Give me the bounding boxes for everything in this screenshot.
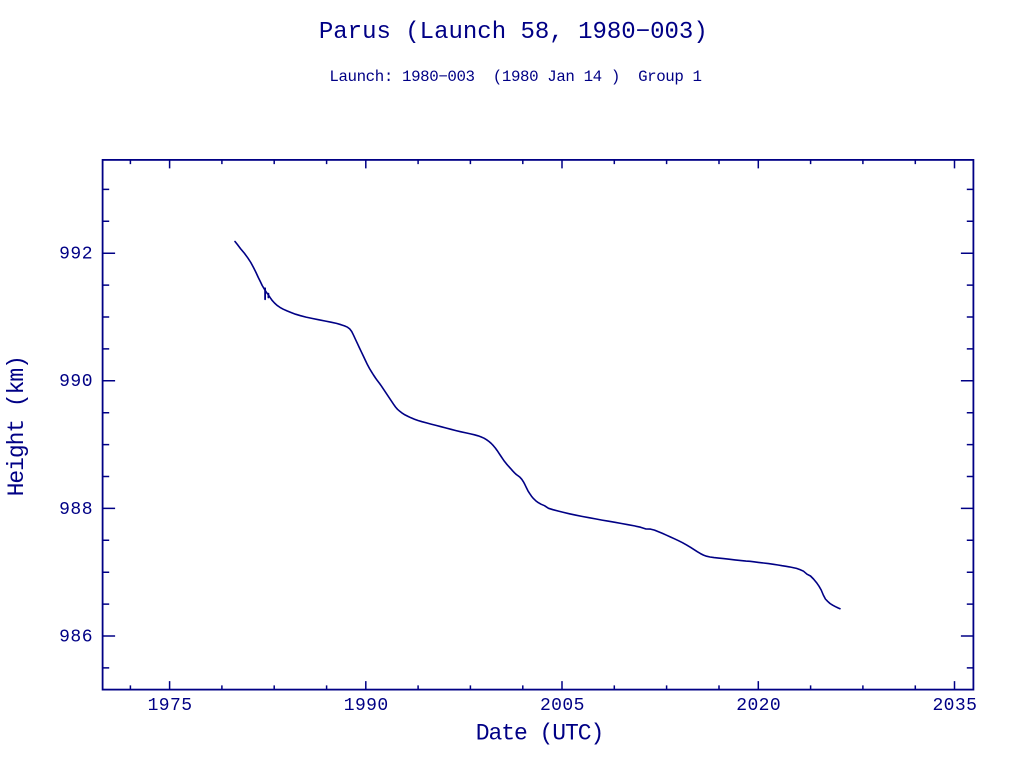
svg-text:Parus (Launch 58, 1980−003): Parus (Launch 58, 1980−003) [319, 19, 708, 46]
svg-text:2035: 2035 [932, 696, 977, 716]
svg-text:1990: 1990 [344, 696, 389, 716]
svg-text:1975: 1975 [148, 696, 193, 716]
svg-text:Launch: 1980−003 (1980 Jan 14: Launch: 1980−003 (1980 Jan 14 ) Group 1 [329, 68, 701, 86]
svg-text:988: 988 [59, 500, 93, 520]
svg-text:990: 990 [59, 372, 93, 392]
svg-text:2005: 2005 [540, 696, 585, 716]
svg-text:Date (UTC): Date (UTC) [476, 721, 604, 747]
svg-text:Height (km): Height (km) [4, 356, 30, 496]
svg-text:2020: 2020 [736, 696, 781, 716]
svg-text:986: 986 [59, 627, 93, 647]
svg-text:992: 992 [59, 245, 93, 265]
